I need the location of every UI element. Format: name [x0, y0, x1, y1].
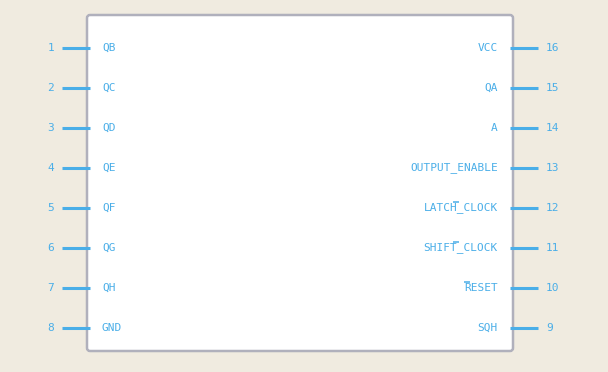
- Text: 4: 4: [47, 163, 54, 173]
- Text: GND: GND: [102, 323, 122, 333]
- Text: LATCH_CLOCK: LATCH_CLOCK: [424, 202, 498, 214]
- Text: 12: 12: [546, 203, 559, 213]
- Text: SQH: SQH: [478, 323, 498, 333]
- Text: 6: 6: [47, 243, 54, 253]
- Text: QF: QF: [102, 203, 116, 213]
- Text: QD: QD: [102, 123, 116, 133]
- Text: QC: QC: [102, 83, 116, 93]
- Text: SHIFT_CLOCK: SHIFT_CLOCK: [424, 243, 498, 253]
- Text: 2: 2: [47, 83, 54, 93]
- Text: OUTPUT_ENABLE: OUTPUT_ENABLE: [410, 163, 498, 173]
- Text: 11: 11: [546, 243, 559, 253]
- Text: QB: QB: [102, 43, 116, 53]
- Text: 15: 15: [546, 83, 559, 93]
- Text: A: A: [491, 123, 498, 133]
- Text: 10: 10: [546, 283, 559, 293]
- Text: RESET: RESET: [465, 283, 498, 293]
- Text: 8: 8: [47, 323, 54, 333]
- Text: 7: 7: [47, 283, 54, 293]
- Text: 14: 14: [546, 123, 559, 133]
- Text: 13: 13: [546, 163, 559, 173]
- Text: QH: QH: [102, 283, 116, 293]
- Text: 3: 3: [47, 123, 54, 133]
- Text: 9: 9: [546, 323, 553, 333]
- Text: QE: QE: [102, 163, 116, 173]
- Text: 16: 16: [546, 43, 559, 53]
- FancyBboxPatch shape: [87, 15, 513, 351]
- Text: 1: 1: [47, 43, 54, 53]
- Text: VCC: VCC: [478, 43, 498, 53]
- Text: QA: QA: [485, 83, 498, 93]
- Text: QG: QG: [102, 243, 116, 253]
- Text: 5: 5: [47, 203, 54, 213]
